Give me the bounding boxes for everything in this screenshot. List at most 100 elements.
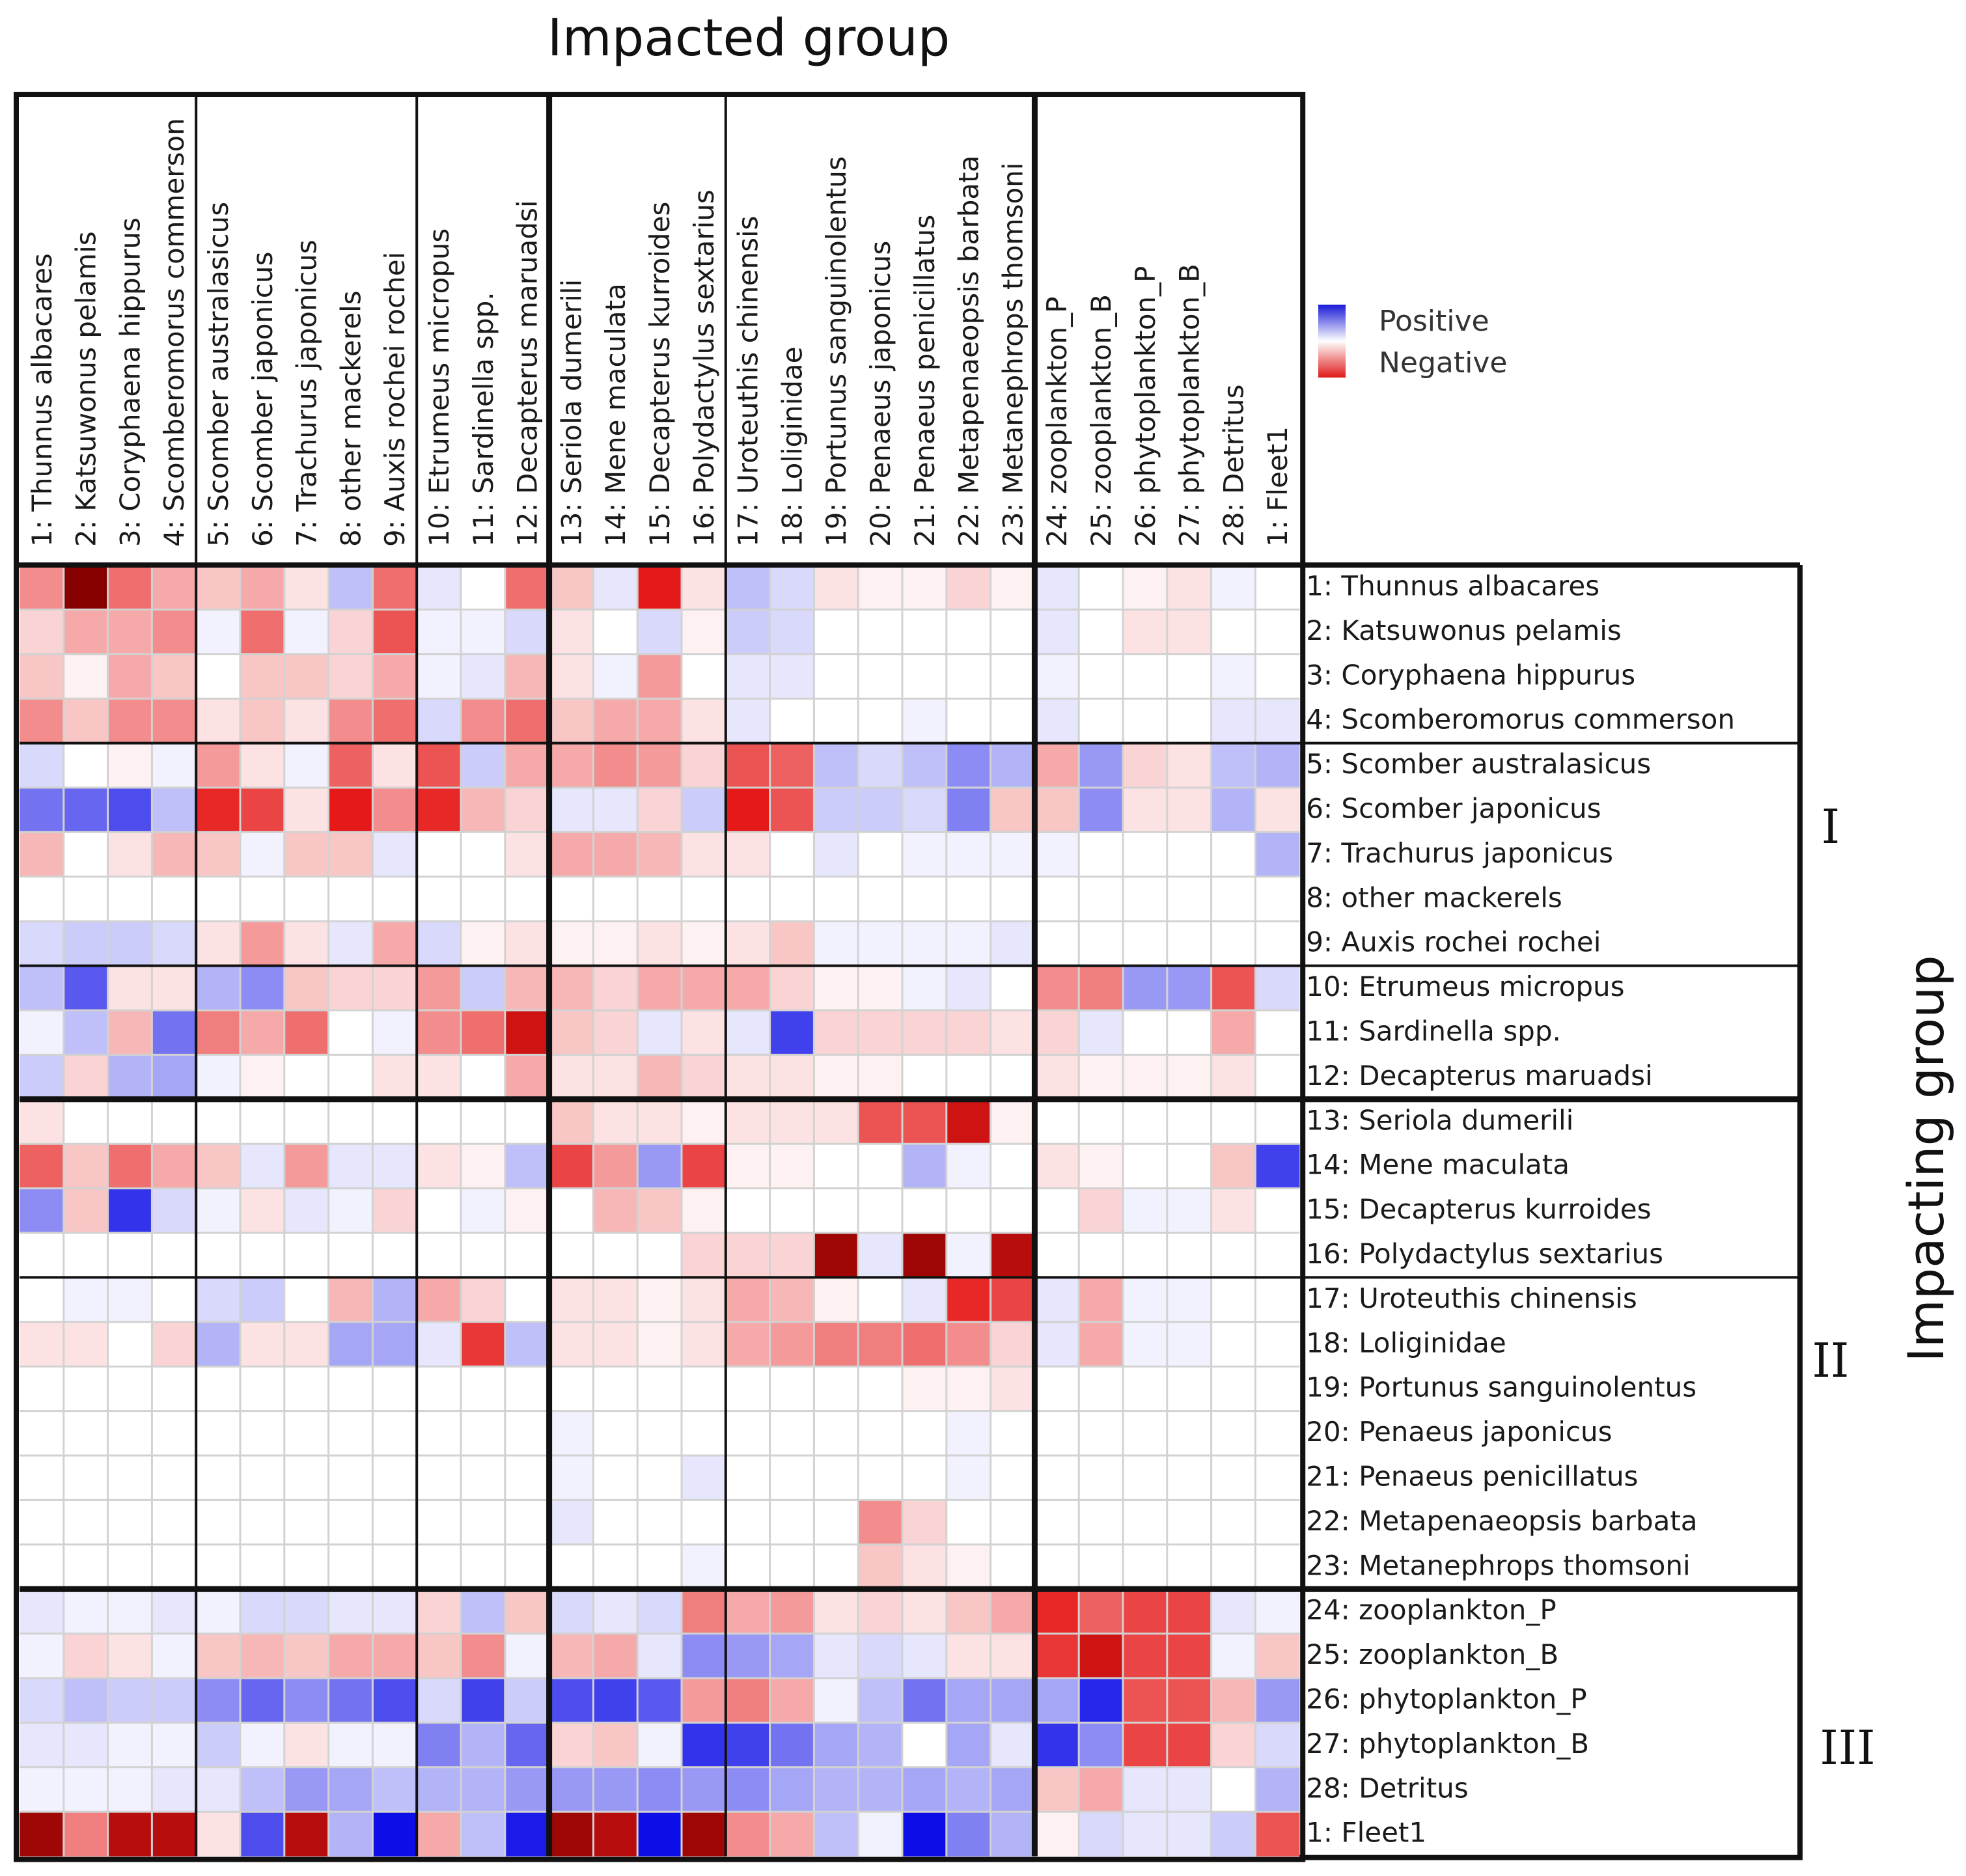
heatmap-cell-r28-c29	[1255, 1767, 1300, 1812]
heatmap-cell-r25-c17	[725, 1633, 770, 1679]
heatmap-cell-r7-c27	[1167, 832, 1211, 877]
heatmap-cell-r24-c20	[858, 1589, 903, 1634]
heatmap-cell-r6-c6	[240, 788, 285, 833]
heatmap-cell-r12-c26	[1123, 1055, 1168, 1100]
heatmap-cell-r1-c14	[593, 565, 638, 610]
heatmap-cell-r23-c18	[769, 1544, 814, 1590]
heatmap-cell-r17-c6	[240, 1277, 285, 1323]
heatmap-cell-r7-c8	[328, 832, 373, 877]
heatmap-cell-r19-c24	[1034, 1366, 1079, 1411]
heatmap-cell-r21-c16	[682, 1455, 727, 1500]
heatmap-cell-r16-c17	[725, 1233, 770, 1278]
heatmap-cell-r13-c13	[549, 1099, 594, 1144]
heatmap-cell-r28-c23	[990, 1767, 1035, 1812]
heatmap-cell-r27-c20	[858, 1722, 903, 1768]
heatmap-cell-r29-c23	[990, 1812, 1035, 1856]
heatmap-cell-r25-c8	[328, 1633, 373, 1679]
heatmap-cell-r27-c6	[240, 1722, 285, 1768]
heatmap-cell-r3-c9	[372, 654, 417, 699]
heatmap-cell-r5-c1	[20, 743, 64, 788]
column-label: 23: Metanephrops thomsoni	[997, 163, 1029, 547]
heatmap-cell-r1-c19	[814, 565, 859, 610]
heatmap-cell-r17-c21	[902, 1277, 947, 1323]
heatmap-cell-r22-c23	[990, 1500, 1035, 1545]
heatmap-cell-r11-c1	[20, 1010, 64, 1055]
heatmap-cell-r20-c7	[284, 1411, 329, 1456]
heatmap-cell-r8-c24	[1034, 876, 1079, 922]
heatmap-cell-r2-c11	[461, 609, 506, 655]
heatmap-cell-r25-c5	[196, 1633, 241, 1679]
heatmap-cell-r9-c8	[328, 921, 373, 966]
heatmap-cell-r22-c25	[1079, 1500, 1124, 1545]
heatmap-cell-r23-c24	[1034, 1544, 1079, 1590]
heatmap-cell-r20-c15	[637, 1411, 682, 1456]
heatmap-cell-r5-c6	[240, 743, 285, 788]
heatmap-cell-r4-c5	[196, 698, 241, 743]
heatmap-cell-r27-c7	[284, 1722, 329, 1768]
heatmap-cell-r28-c8	[328, 1767, 373, 1812]
heatmap-cell-r19-c16	[682, 1366, 727, 1411]
row-label: 1: Thunnus albacares	[1306, 570, 1599, 602]
heatmap-cell-r2-c14	[593, 609, 638, 655]
heatmap-cell-r8-c13	[549, 876, 594, 922]
heatmap-cell-r16-c25	[1079, 1233, 1124, 1278]
heatmap-cell-r6-c21	[902, 788, 947, 833]
heatmap-cell-r27-c14	[593, 1722, 638, 1768]
heatmap-cell-r25-c21	[902, 1633, 947, 1679]
heatmap-cell-r9-c16	[682, 921, 727, 966]
heatmap-cell-r2-c29	[1255, 609, 1300, 655]
heatmap-cell-r6-c28	[1211, 788, 1256, 833]
heatmap-cell-r15-c11	[461, 1188, 506, 1234]
column-label: 20: Penaeus japonicus	[865, 241, 896, 547]
heatmap-cell-r5-c27	[1167, 743, 1211, 788]
heatmap-cell-r15-c8	[328, 1188, 373, 1234]
heatmap-cell-r1-c10	[417, 565, 462, 610]
heatmap-cell-r28-c4	[152, 1767, 197, 1812]
heatmap-cell-r21-c3	[107, 1455, 152, 1500]
heatmap-cell-r4-c3	[107, 698, 152, 743]
heatmap-cell-r22-c5	[196, 1500, 241, 1545]
heatmap-cell-r26-c10	[417, 1678, 462, 1723]
heatmap-cell-r11-c20	[858, 1010, 903, 1055]
heatmap-cell-r8-c10	[417, 876, 462, 922]
heatmap-cell-r3-c26	[1123, 654, 1168, 699]
heatmap-cell-r14-c15	[637, 1144, 682, 1189]
heatmap-cell-r2-c17	[725, 609, 770, 655]
heatmap-cell-r18-c10	[417, 1321, 462, 1367]
heatmap-cell-r17-c3	[107, 1277, 152, 1323]
heatmap-cell-r23-c20	[858, 1544, 903, 1590]
heatmap-cell-r4-c17	[725, 698, 770, 743]
row-label: 21: Penaeus penicillatus	[1306, 1461, 1638, 1493]
heatmap-cell-r21-c13	[549, 1455, 594, 1500]
heatmap-cell-r6-c10	[417, 788, 462, 833]
heatmap-cell-r23-c6	[240, 1544, 285, 1590]
heatmap-cell-r28-c27	[1167, 1767, 1211, 1812]
heatmap-cell-r5-c10	[417, 743, 462, 788]
heatmap-cell-r5-c22	[946, 743, 991, 788]
heatmap-cell-r23-c19	[814, 1544, 859, 1590]
heatmap-cell-r26-c26	[1123, 1678, 1168, 1723]
heatmap-cell-r12-c25	[1079, 1055, 1124, 1100]
heatmap-cell-r12-c21	[902, 1055, 947, 1100]
row-label: 12: Decapterus maruadsi	[1306, 1060, 1653, 1092]
heatmap-cell-r18-c9	[372, 1321, 417, 1367]
heatmap-cell-r8-c8	[328, 876, 373, 922]
heatmap-cell-r26-c29	[1255, 1678, 1300, 1723]
heatmap-cell-r27-c1	[20, 1722, 64, 1768]
heatmap-cell-r18-c23	[990, 1321, 1035, 1367]
heatmap-cell-r5-c3	[107, 743, 152, 788]
heatmap-cell-r5-c23	[990, 743, 1035, 788]
heatmap-cell-r22-c3	[107, 1500, 152, 1545]
heatmap-cell-r20-c24	[1034, 1411, 1079, 1456]
heatmap-cell-r2-c23	[990, 609, 1035, 655]
heatmap-cell-r5-c13	[549, 743, 594, 788]
heatmap-cell-r1-c27	[1167, 565, 1211, 610]
heatmap-cell-r3-c5	[196, 654, 241, 699]
heatmap-cell-r6-c8	[328, 788, 373, 833]
column-label: 24: zooplankton_P	[1041, 296, 1073, 547]
heatmap-cell-r18-c25	[1079, 1321, 1124, 1367]
heatmap-cell-r8-c3	[107, 876, 152, 922]
heatmap-cell-r17-c13	[549, 1277, 594, 1323]
heatmap-cell-r13-c19	[814, 1099, 859, 1144]
heatmap-cell-r22-c6	[240, 1500, 285, 1545]
